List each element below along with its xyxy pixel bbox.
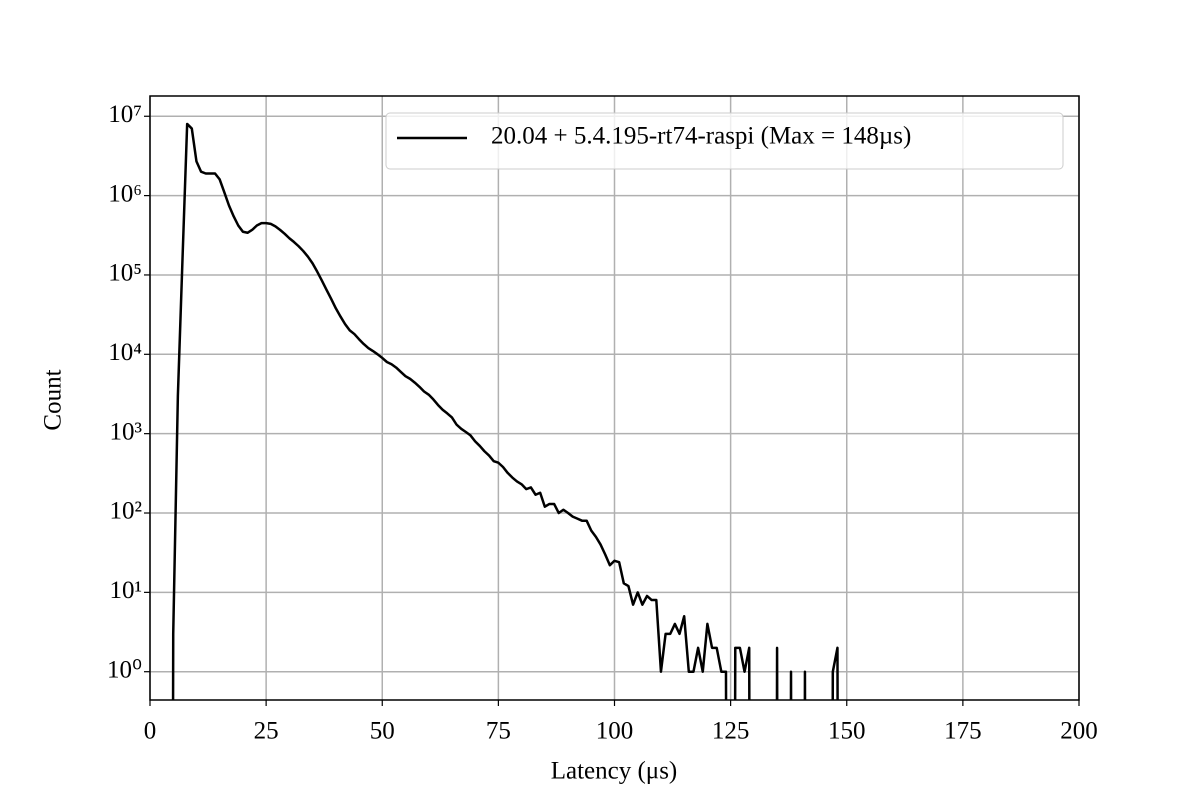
y-tick-label: 10² bbox=[110, 498, 143, 525]
ticks: 0 25 50 75 100 125 150 175 200 10⁰ 10¹ 10² 10³ 10⁴ 10⁵… bbox=[107, 101, 1098, 745]
x-tick-label: 200 bbox=[1060, 718, 1098, 745]
x-tick-label: 50 bbox=[370, 718, 395, 745]
legend: 20.04 + 5.4.195-rt74-raspi (Max = 148µs) bbox=[385, 112, 1064, 170]
x-tick-label: 75 bbox=[486, 718, 511, 745]
x-tick-label: 25 bbox=[254, 718, 279, 745]
y-tick-label: 10¹ bbox=[110, 577, 143, 604]
y-axis-label: Count bbox=[40, 369, 67, 430]
y-tick-label: 10⁴ bbox=[108, 339, 142, 366]
legend-label: 20.04 + 5.4.195-rt74-raspi (Max = 148µs) bbox=[491, 123, 911, 150]
x-tick-label: 100 bbox=[596, 718, 634, 745]
y-tick-label: 10⁰ bbox=[107, 656, 142, 683]
x-tick-label: 0 bbox=[144, 718, 157, 745]
y-tick-label: 10⁶ bbox=[108, 180, 142, 207]
legend-frame bbox=[385, 112, 1064, 170]
y-tick-label: 10³ bbox=[110, 418, 143, 445]
x-tick-label: 175 bbox=[944, 718, 982, 745]
y-tick-label: 10⁵ bbox=[108, 260, 142, 287]
plot-area bbox=[171, 122, 839, 700]
y-tick-label: 10⁷ bbox=[108, 101, 142, 128]
data-line bbox=[171, 122, 839, 700]
x-axis-label: Latency (μs) bbox=[551, 758, 678, 785]
x-tick-label: 125 bbox=[712, 718, 750, 745]
x-tick-label: 150 bbox=[828, 718, 866, 745]
